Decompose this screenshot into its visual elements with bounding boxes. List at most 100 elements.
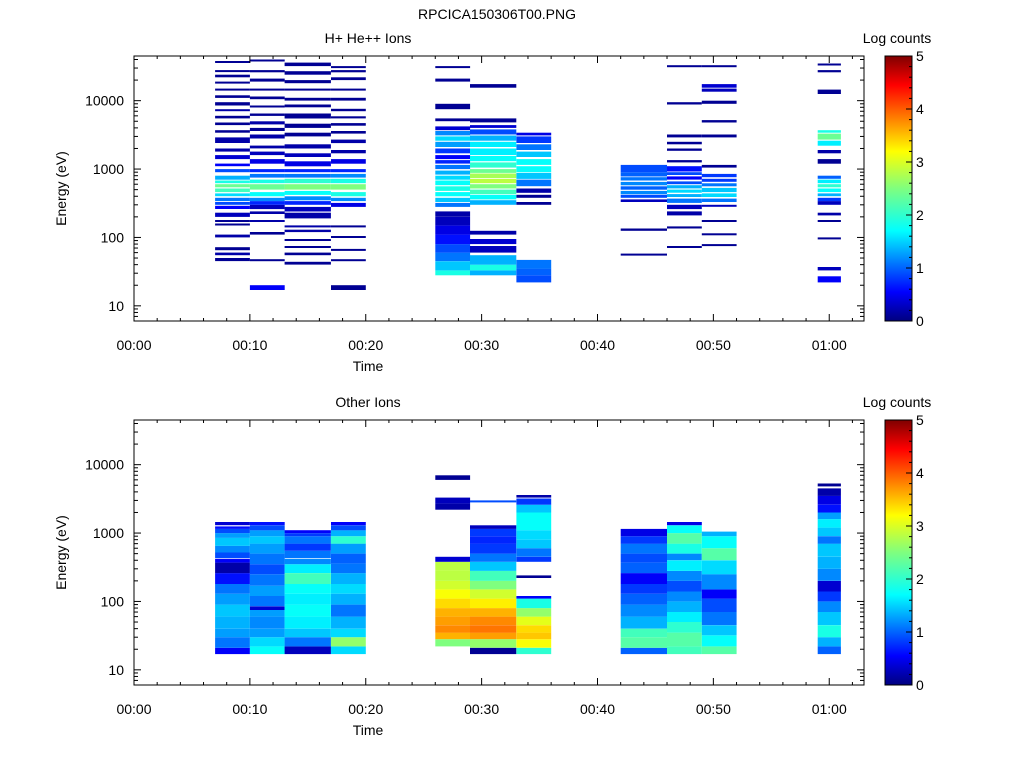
heatmap-cell xyxy=(249,637,285,647)
heatmap-cell xyxy=(215,193,250,197)
heatmap-cell xyxy=(435,126,471,131)
panel-1: H+ He++ Ions 00:00 00:10 00:20 00:30 00:40 00:… xyxy=(53,30,931,374)
heatmap-cell xyxy=(331,259,366,262)
heatmap-cell xyxy=(470,616,517,626)
heatmap-cell xyxy=(817,150,841,154)
heatmap-cell xyxy=(215,109,250,112)
heatmap-cell xyxy=(817,543,841,557)
heatmap-cell xyxy=(249,113,285,116)
heatmap-cell xyxy=(701,244,737,247)
heatmap-cell xyxy=(667,553,702,561)
heatmap-cell xyxy=(331,285,366,290)
heatmap-cell xyxy=(249,553,285,565)
y-tick-label: 100 xyxy=(101,593,125,609)
heatmap-cell xyxy=(284,178,331,184)
heatmap-cell xyxy=(215,197,250,202)
colorbar-tick-label: 2 xyxy=(916,571,924,587)
heatmap-cell xyxy=(215,573,250,584)
panel-title: H+ He++ Ions xyxy=(325,30,412,46)
heatmap-cell xyxy=(667,525,702,534)
heatmap-cell xyxy=(516,639,552,648)
heatmap-cell xyxy=(667,543,702,554)
heatmap-cell xyxy=(435,66,471,69)
heatmap-cell xyxy=(817,612,841,626)
heatmap-cell xyxy=(470,169,517,173)
heatmap-cell xyxy=(284,543,331,551)
heatmap-cell xyxy=(516,498,552,505)
heatmap-cell xyxy=(215,558,250,563)
heatmap-cell xyxy=(284,132,331,137)
heatmap-cell xyxy=(701,531,737,537)
heatmap-cell xyxy=(331,139,366,144)
heatmap-cell xyxy=(516,616,552,626)
heatmap-cell xyxy=(667,522,702,526)
figure-title: RPCICA150306T00.PNG xyxy=(418,6,576,22)
heatmap-cell xyxy=(331,584,366,594)
heatmap-cell xyxy=(817,140,841,146)
heatmap-cell xyxy=(470,118,517,123)
heatmap-cell xyxy=(331,628,366,638)
heatmap-cell xyxy=(284,536,331,544)
heatmap-cell xyxy=(435,616,471,626)
heatmap-cell xyxy=(331,522,366,526)
heatmap-cell xyxy=(470,125,517,128)
heatmap-cell xyxy=(470,525,517,529)
heatmap-cell xyxy=(470,553,517,562)
heatmap-cell xyxy=(331,563,366,574)
heatmap-cell xyxy=(470,141,517,147)
heatmap-cell xyxy=(701,612,737,626)
heatmap-cell xyxy=(435,170,471,175)
heatmap-cell xyxy=(331,646,366,655)
heatmap-cell xyxy=(516,188,552,193)
heatmap-cell xyxy=(215,184,250,188)
y-tick-label: 100 xyxy=(101,229,125,245)
heatmap-cell xyxy=(435,270,471,276)
heatmap-cell xyxy=(215,175,250,180)
heatmap-cell xyxy=(215,545,250,553)
heatmap-cell xyxy=(215,163,250,167)
heatmap-cell xyxy=(284,144,331,149)
heatmap-cell xyxy=(817,175,841,179)
x-tick-label: 00:50 xyxy=(696,701,731,717)
heatmap-cell xyxy=(620,647,667,655)
y-tick-label: 10 xyxy=(108,662,124,678)
heatmap-cell xyxy=(817,237,841,240)
heatmap-cell xyxy=(435,503,471,510)
heatmap-cell xyxy=(620,536,667,544)
heatmap-cell xyxy=(701,134,737,138)
heatmap-cell xyxy=(435,202,471,207)
heatmap-cell xyxy=(249,201,285,205)
colorbar-label: Log counts xyxy=(863,394,932,410)
heatmap-cell xyxy=(331,192,366,197)
heatmap-cell xyxy=(435,216,471,226)
heatmap-cell xyxy=(331,525,366,531)
heatmap-cell xyxy=(284,533,331,537)
heatmap-cell xyxy=(817,179,841,184)
heatmap-cell xyxy=(215,604,250,617)
heatmap-cell xyxy=(215,220,250,222)
heatmap-cell xyxy=(215,637,250,648)
heatmap-cell xyxy=(470,264,517,271)
heatmap-cell xyxy=(470,589,517,599)
heatmap-cell xyxy=(331,131,366,134)
heatmap-cell xyxy=(667,646,702,655)
heatmap-cell xyxy=(284,113,331,119)
heatmap-cell xyxy=(435,234,471,245)
heatmap-cell xyxy=(331,543,366,554)
heatmap-cell xyxy=(516,151,552,157)
heatmap-cell xyxy=(215,526,250,529)
colorbar-tick-label: 5 xyxy=(916,412,924,428)
heatmap-cell xyxy=(331,236,366,238)
heatmap-cell xyxy=(701,120,737,123)
heatmap-cell xyxy=(284,246,331,248)
colorbar-gradient xyxy=(884,55,913,322)
heatmap-cell xyxy=(249,543,285,554)
heatmap-cell xyxy=(331,88,366,91)
heatmap-cell xyxy=(331,616,366,629)
heatmap-cell xyxy=(331,123,366,126)
heatmap-cell xyxy=(470,173,517,178)
heatmap-cell xyxy=(249,536,285,544)
heatmap-cell xyxy=(817,89,841,94)
heatmap-cell xyxy=(516,548,552,557)
heatmap-cell xyxy=(215,528,250,534)
